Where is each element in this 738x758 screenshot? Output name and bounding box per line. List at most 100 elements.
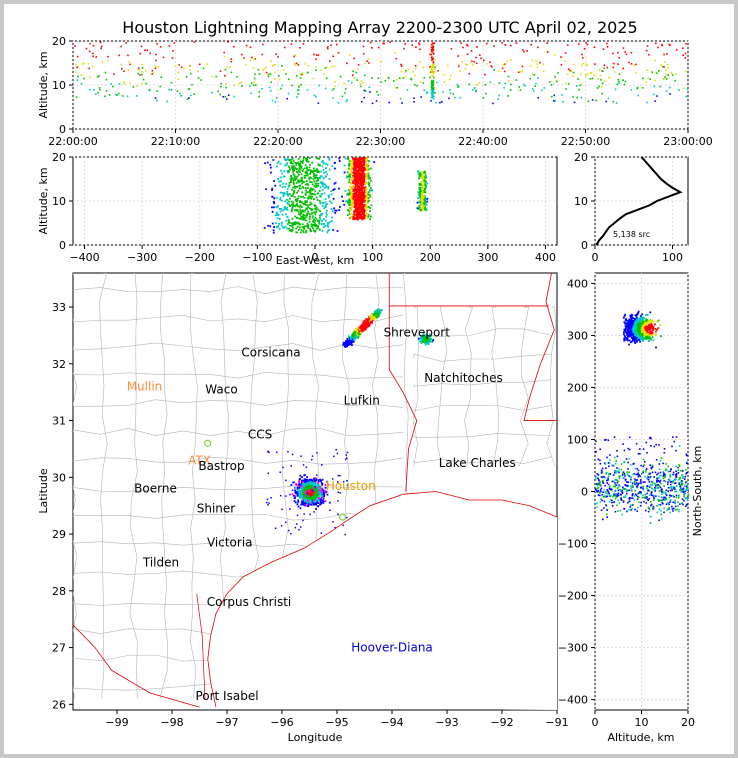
ew-source-point [356, 215, 358, 218]
map-source-point [293, 500, 296, 502]
ew-source-point [354, 187, 357, 190]
ew-source-point [370, 204, 373, 206]
time-source-point [510, 83, 512, 86]
map-source-point [311, 492, 314, 494]
time-source-point [533, 74, 536, 76]
time-source-point [526, 50, 528, 52]
time-source-point [435, 101, 437, 104]
ew-source-point [358, 178, 361, 180]
time-source-point [484, 83, 487, 86]
ew-source-point [361, 188, 364, 190]
ew-source-point [354, 210, 357, 213]
map-source-point [353, 337, 355, 340]
map-source-point [313, 486, 316, 489]
ew-source-point [354, 196, 356, 199]
map-source-point [306, 504, 309, 507]
time-source-point [223, 55, 226, 58]
map-source-point [377, 312, 380, 315]
time-source-point [410, 77, 412, 80]
map-source-point [303, 487, 306, 490]
time-source-point [274, 71, 277, 73]
ew-source-point [313, 180, 316, 183]
time-xtick-label: 22:10:00 [151, 135, 200, 148]
map-source-point [309, 513, 311, 516]
ew-source-point [273, 197, 276, 200]
ew-source-point [315, 182, 318, 185]
ew-source-point [353, 162, 356, 165]
map-source-point [310, 496, 313, 498]
ew-source-point [306, 172, 309, 175]
time-source-point [189, 68, 191, 71]
map-source-point [294, 501, 297, 504]
ew-source-point [356, 190, 359, 193]
map-source-point [351, 340, 353, 343]
ew-source-point [370, 215, 372, 218]
time-source-point [529, 65, 532, 67]
ew-source-point [418, 186, 420, 189]
time-source-point [646, 69, 649, 71]
time-source-point [92, 52, 94, 55]
time-source-point [156, 99, 158, 102]
ew-source-point [330, 193, 333, 196]
time-source-point [430, 43, 433, 46]
time-source-point [347, 79, 350, 82]
ew-source-point [283, 191, 286, 194]
coastline [207, 491, 557, 708]
ew-source-point [306, 204, 309, 207]
ns-source-point [646, 322, 649, 325]
map-source-point [300, 491, 303, 494]
time-source-point [352, 70, 354, 73]
ew-source-point [306, 222, 309, 225]
ew-source-point [354, 189, 356, 192]
time-source-point [144, 69, 147, 72]
time-source-point [352, 76, 355, 79]
time-source-point [77, 75, 79, 78]
time-source-point [410, 78, 413, 81]
ew-source-point [363, 167, 366, 170]
ew-source-point [326, 225, 329, 228]
ew-source-point [362, 216, 364, 218]
ew-source-point [350, 202, 353, 205]
ew-source-point [282, 194, 285, 197]
time-source-point [536, 63, 539, 65]
time-source-point [468, 72, 471, 75]
map-source-point [328, 501, 331, 504]
map-source-point [419, 337, 422, 340]
ew-source-point [288, 200, 290, 203]
ew-source-point [348, 160, 351, 163]
time-source-point [414, 67, 417, 70]
ew-source-point [363, 212, 366, 215]
ew-source-point [363, 179, 366, 182]
time-source-point [617, 80, 620, 83]
ew-source-point [299, 226, 301, 229]
ew-source-point [301, 210, 304, 213]
ew-source-point [353, 194, 355, 196]
ew-source-point [358, 166, 361, 169]
ew-source-point [294, 187, 297, 189]
ew-source-point [300, 177, 303, 179]
ns-source-point [623, 331, 625, 334]
ew-source-point [343, 171, 346, 174]
time-source-point [630, 51, 633, 54]
map-source-point [422, 334, 425, 337]
time-source-point [601, 92, 603, 95]
ew-source-point [421, 174, 424, 177]
time-source-point [257, 68, 260, 71]
ew-source-point [312, 193, 315, 196]
ew-source-point [356, 218, 359, 221]
map-source-point [290, 465, 292, 467]
time-source-point [594, 63, 596, 65]
time-source-point [598, 85, 600, 88]
ew-source-point [346, 214, 349, 216]
time-source-point [211, 91, 213, 94]
map-xtick-label: −94 [380, 716, 403, 729]
time-source-point [325, 77, 328, 80]
time-source-point [359, 83, 361, 85]
time-source-point [301, 73, 304, 75]
ew-source-point [354, 200, 357, 203]
ew-source-point [310, 208, 312, 210]
ew-source-point [309, 163, 311, 166]
ew-source-point [347, 201, 349, 204]
ew-source-point [357, 190, 360, 192]
ew-source-point [296, 199, 299, 202]
